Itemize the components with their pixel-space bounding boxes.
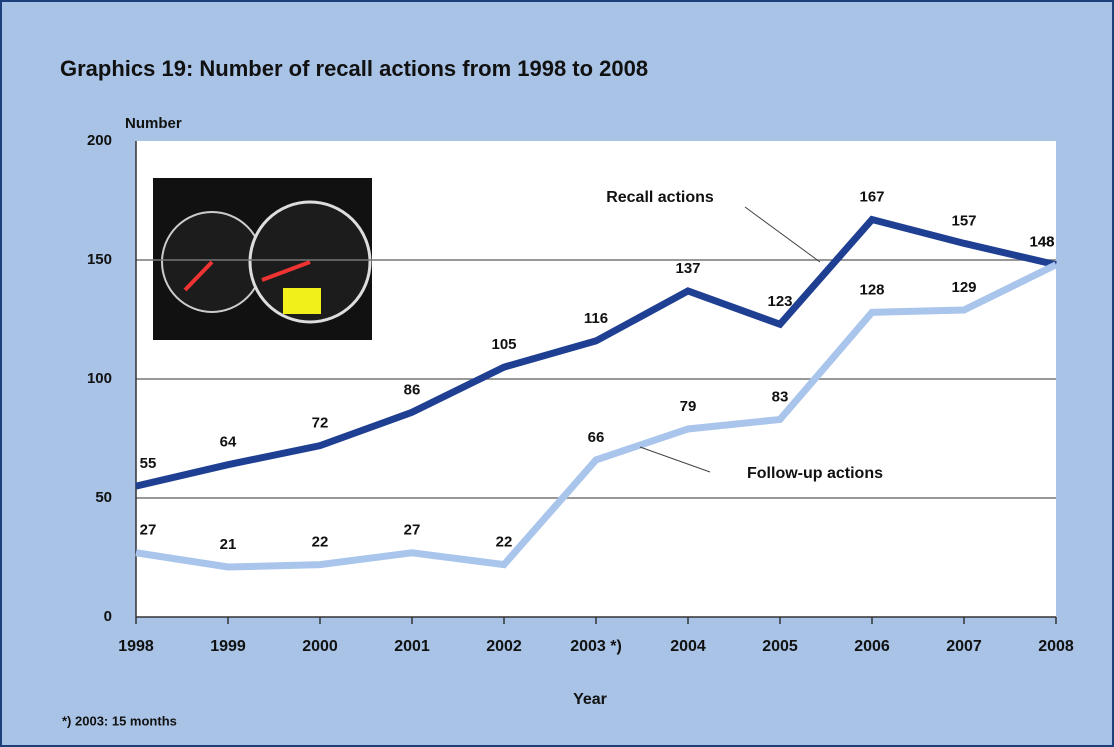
x-tick-label: 2006 [854,638,890,655]
data-label: 79 [680,398,697,415]
x-tick-label: 2001 [394,638,430,655]
x-tick-label: 2007 [946,638,982,655]
x-tick-label: 2002 [486,638,522,655]
y-tick-label: 0 [104,608,112,625]
x-tick-label: 2005 [762,638,798,655]
y-tick-label: 50 [95,489,112,506]
data-label: 55 [140,455,157,472]
series-line [135,215,1057,490]
data-label: 22 [496,534,513,551]
data-label: 66 [588,429,605,446]
data-label: 72 [312,415,329,432]
dashboard-photo [153,178,372,340]
data-label: 27 [404,522,421,539]
y-tick-label: 150 [87,251,112,268]
data-label: 83 [772,388,789,405]
x-tick-label: 1998 [118,638,154,655]
x-tick-label: 2000 [302,638,338,655]
callout-line [744,206,821,263]
data-label: 123 [767,293,792,310]
footnote: *) 2003: 15 months [62,713,177,728]
data-label: 116 [584,310,608,327]
data-label: 27 [140,522,157,539]
data-label: 129 [951,279,976,296]
x-axis-label: Year [573,691,607,708]
data-label: 157 [951,212,976,229]
x-tick-label: 1999 [210,638,246,655]
legend-label: Recall actions [606,189,714,206]
callout-line [639,446,711,473]
data-label: 148 [1029,234,1054,251]
x-tick-label: 2003 *) [570,638,622,655]
data-label: 21 [220,536,237,553]
data-label: 167 [859,189,884,206]
data-label: 148 [1029,234,1054,251]
y-tick-label: 100 [87,370,112,387]
x-tick-label: 2008 [1038,638,1074,655]
y-axis-label: Number [125,115,182,132]
data-label: 128 [859,281,884,298]
legend-label: Follow-up actions [747,465,883,482]
chart-title: Graphics 19: Number of recall actions fr… [60,56,648,81]
series-line [135,261,1058,571]
y-tick-label: 200 [87,132,112,149]
data-label: 137 [675,260,700,277]
data-label: 64 [220,434,237,451]
data-label: 86 [404,381,421,398]
data-label: 105 [491,336,516,353]
x-tick-label: 2004 [670,638,706,655]
data-label: 22 [312,534,329,551]
